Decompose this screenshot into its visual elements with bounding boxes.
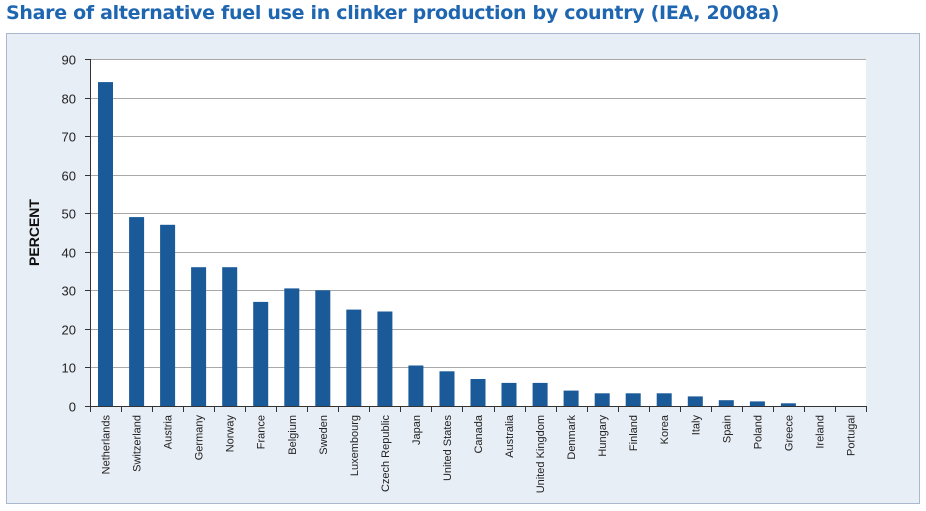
x-tick-label: Sweden xyxy=(318,415,330,455)
bar xyxy=(780,403,796,406)
y-axis-title: PERCENT xyxy=(26,199,42,266)
bar xyxy=(284,288,300,406)
x-tick-label: Luxembourg xyxy=(349,415,361,476)
bar xyxy=(501,382,517,406)
bars xyxy=(98,82,796,406)
x-tick-labels: Netherlands Switzerland Austria Germany Norw… xyxy=(101,414,858,493)
bar xyxy=(377,311,393,406)
x-tick-label: Korea xyxy=(659,414,671,444)
bar xyxy=(160,224,176,406)
chart-title: Share of alternative fuel use in clinker… xyxy=(6,2,780,24)
x-tick-label: Austria xyxy=(163,414,175,449)
bar xyxy=(98,82,113,406)
y-tick-label: 70 xyxy=(62,130,76,145)
x-tick-label: France xyxy=(256,415,268,449)
x-tick-label: United States xyxy=(442,415,454,482)
y-tick-label: 50 xyxy=(62,207,76,222)
bar xyxy=(594,393,610,406)
y-tick-label: 20 xyxy=(62,323,76,338)
bar xyxy=(191,267,207,406)
x-tick-label: Norway xyxy=(225,415,237,453)
x-tick-label: United Kingdom xyxy=(535,415,547,493)
bar xyxy=(470,379,486,406)
x-tick-label: Portugal xyxy=(846,415,858,456)
bar xyxy=(625,393,641,406)
bar xyxy=(656,393,672,406)
x-tick-label: Poland xyxy=(752,415,764,449)
x-tick-label: Canada xyxy=(473,414,485,453)
bar xyxy=(253,301,269,406)
x-tick-label: Czech Republic xyxy=(380,415,392,493)
bar xyxy=(346,309,362,406)
bar xyxy=(563,390,579,406)
bar xyxy=(222,267,238,406)
y-tick-label: 90 xyxy=(62,53,76,68)
bar xyxy=(687,396,703,406)
bar xyxy=(718,400,734,406)
x-tick-label: Spain xyxy=(721,415,733,443)
x-tick-label: Japan xyxy=(411,415,423,445)
x-tick-label: Ireland xyxy=(814,415,826,449)
y-tick-label: 80 xyxy=(62,92,76,107)
x-tick-label: Finland xyxy=(628,415,640,451)
y-tick-label: 60 xyxy=(62,169,76,184)
bar xyxy=(532,382,548,406)
x-tick-label: Netherlands xyxy=(101,415,113,475)
plot-area xyxy=(90,59,866,406)
x-tick-label: Australia xyxy=(504,414,516,458)
x-tick-label: Denmark xyxy=(566,415,578,460)
x-tick-label: Germany xyxy=(194,415,206,461)
x-tick-label: Hungary xyxy=(597,415,609,457)
bar xyxy=(129,217,145,406)
x-tick-label: Italy xyxy=(690,415,702,436)
x-tick-label: Switzerland xyxy=(132,415,144,472)
y-tick-label: 10 xyxy=(62,361,76,376)
y-tick-label: 0 xyxy=(69,400,76,415)
axes xyxy=(85,59,867,412)
x-tick-label: Belgium xyxy=(287,415,299,455)
y-tick-labels: 0 10 20 30 40 50 60 70 80 90 xyxy=(62,53,76,415)
y-tick-label: 30 xyxy=(62,284,76,299)
y-tick-label: 40 xyxy=(62,246,76,261)
x-tick-label: Greece xyxy=(783,415,795,451)
bar xyxy=(749,401,765,406)
bar xyxy=(439,371,455,406)
bar xyxy=(408,365,424,406)
gridlines xyxy=(90,59,866,368)
bar xyxy=(315,290,331,406)
